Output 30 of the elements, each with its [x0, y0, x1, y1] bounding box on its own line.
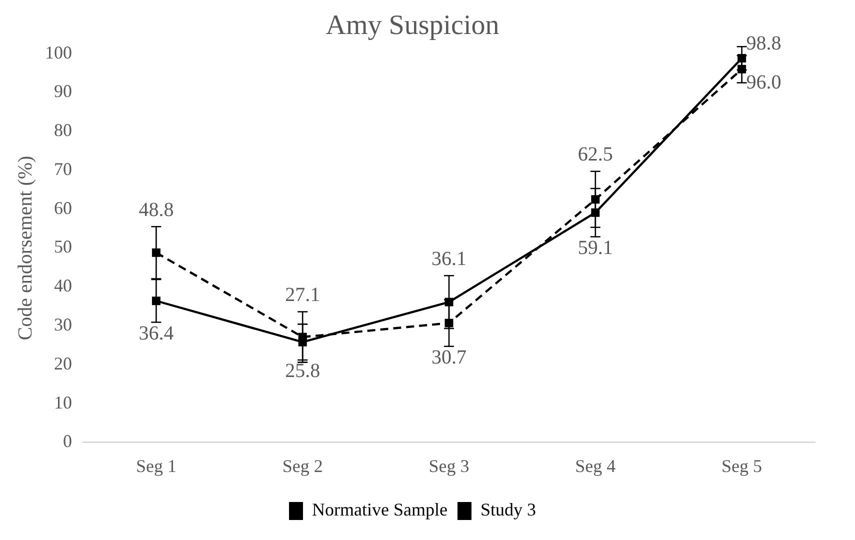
y-tick-label: 0: [63, 431, 72, 452]
y-tick-label: 60: [54, 198, 72, 218]
data-label: 27.1: [285, 284, 320, 306]
y-tick-label: 30: [54, 314, 72, 334]
y-axis-title: Code endorsement (%): [14, 156, 36, 340]
data-label: 62.5: [578, 144, 613, 166]
legend-label: Study 3: [480, 500, 536, 520]
data-label: 96.0: [746, 71, 782, 94]
y-tick-label: 80: [54, 120, 72, 140]
chart-title: Amy Suspicion: [326, 10, 500, 42]
y-tick-label: 20: [54, 353, 72, 374]
data-label: 48.8: [138, 198, 174, 221]
x-tick-label: Seg 5: [722, 456, 762, 476]
data-label: 98.8: [746, 32, 782, 55]
y-tick-label: 100: [45, 42, 72, 62]
data-label: 59.1: [578, 236, 613, 259]
x-tick-label: Seg 3: [428, 456, 470, 476]
x-tick-label: Seg 1: [136, 456, 176, 476]
data-label: 25.8: [285, 360, 320, 382]
data-label: 30.7: [432, 346, 466, 369]
y-tick-label: 50: [54, 236, 72, 257]
x-tick-label: Seg 2: [282, 456, 323, 476]
x-tick-label: Seg 4: [575, 456, 616, 476]
y-tick-label: 40: [54, 276, 72, 296]
data-label: 36.4: [138, 322, 174, 345]
data-label: 36.1: [432, 248, 466, 270]
y-tick-label: 90: [54, 81, 72, 102]
legend-label: Normative Sample: [312, 500, 448, 520]
y-tick-label: 70: [54, 158, 72, 179]
y-tick-label: 10: [54, 392, 72, 412]
